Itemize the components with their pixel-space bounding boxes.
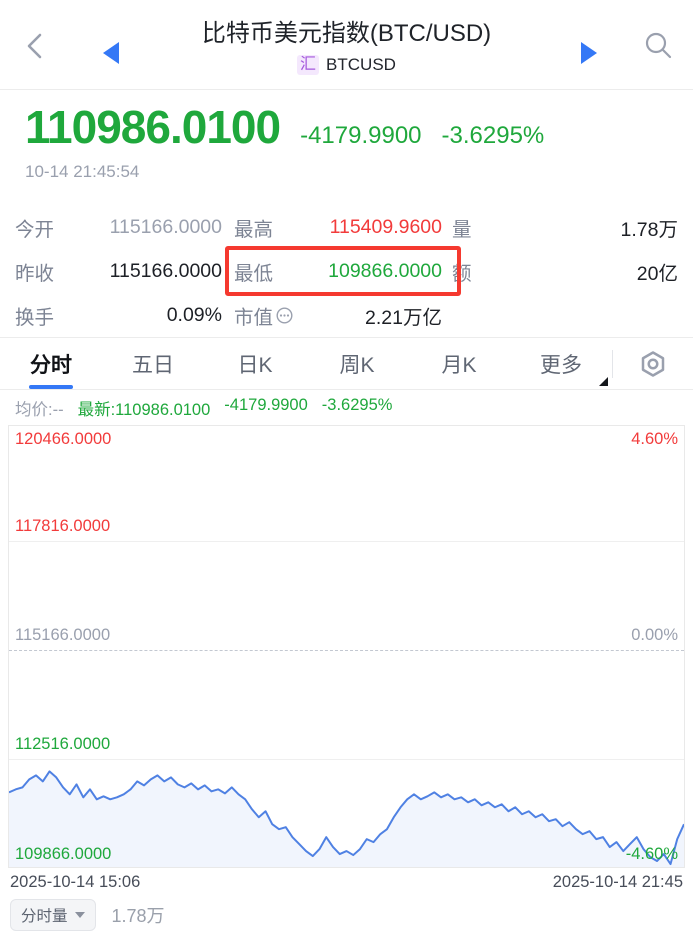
latest-pct-label: -3.6295%	[321, 395, 393, 414]
stats-row: 昨收 115166.0000 最低 109866.0000 额 20亿	[0, 249, 693, 293]
last-price: 110986.0100	[25, 101, 281, 153]
price-line-chart	[9, 770, 684, 867]
prev-symbol-button[interactable]	[103, 42, 119, 64]
stat-label: 额	[452, 262, 472, 285]
stats-row: 今开 115166.0000 最高 115409.9600 量 1.78万	[0, 205, 693, 249]
active-tab-underline	[29, 385, 73, 389]
x-axis-labels: 2025-10-14 15:06 2025-10-14 21:45	[0, 868, 693, 896]
stat-label: 今开	[15, 218, 55, 241]
tab-monthly-k[interactable]: 月K	[441, 353, 477, 377]
stat-label: 换手	[15, 306, 55, 329]
intraday-chart[interactable]: 120466.0000 4.60% 117816.0000 115166.000…	[8, 425, 685, 868]
price-change-pct: -3.6295%	[441, 122, 545, 149]
stat-value-turnover-amt: 20亿	[636, 262, 678, 285]
stat-value-low: 109866.0000	[328, 259, 442, 282]
market-badge: 汇	[297, 55, 320, 75]
stat-label: 量	[452, 218, 472, 241]
tab-more[interactable]: 更多	[510, 338, 612, 389]
price-change: -4179.9900	[300, 122, 422, 149]
chevron-left-icon	[27, 33, 42, 59]
y-axis-pct-label: 4.60%	[631, 430, 678, 448]
quote-timestamp: 10-14 21:45:54	[25, 162, 140, 181]
y-axis-label: 115166.0000	[15, 626, 111, 645]
volume-pane-header: 分时量 1.78万	[0, 896, 693, 933]
y-axis-label: 120466.0000	[15, 430, 112, 448]
stat-label: 昨收	[15, 262, 55, 285]
circle-ellipsis-icon[interactable]	[276, 306, 293, 324]
y-axis-label: 112516.0000	[15, 735, 111, 754]
header: 比特币美元指数(BTC/USD) 汇 BTCUSD	[0, 0, 693, 90]
divider	[612, 349, 613, 378]
volume-indicator-selector[interactable]: 分时量	[10, 898, 96, 931]
quote-section: 110986.0100 -4179.9900 -3.6295% 10-14 21…	[0, 90, 693, 203]
tab-5day[interactable]: 五日	[132, 353, 174, 377]
tab-daily-k[interactable]: 日K	[237, 353, 273, 377]
search-icon	[645, 32, 672, 59]
stat-label: 市值	[222, 301, 304, 330]
next-symbol-button[interactable]	[581, 42, 597, 64]
gridline	[9, 540, 684, 542]
volume-selector-label: 分时量	[21, 907, 68, 925]
gridline	[9, 759, 684, 761]
corner-triangle-icon	[599, 377, 608, 386]
back-button[interactable]	[24, 31, 48, 64]
x-axis-start-label: 2025-10-14 15:06	[10, 872, 141, 891]
latest-price-label: 最新:110986.0100	[77, 400, 211, 419]
symbol-code: BTCUSD	[326, 55, 396, 74]
stat-label: 最低	[234, 262, 274, 285]
chart-settings-button[interactable]	[613, 338, 693, 389]
chart-period-tabs: 分时 五日 日K 周K 月K 更多	[0, 337, 693, 390]
stat-label: 最高	[234, 218, 274, 241]
stats-row: 换手 0.09% 市值 2.21万亿	[0, 293, 693, 337]
search-button[interactable]	[643, 30, 673, 63]
y-axis-pct-label: 0.00%	[631, 626, 678, 645]
x-axis-end-label: 2025-10-14 21:45	[552, 872, 683, 891]
page-title: 比特币美元指数(BTC/USD)	[201, 20, 492, 47]
settings-nut-icon	[641, 350, 665, 377]
stats-section: 今开 115166.0000 最高 115409.9600 量 1.78万 昨收…	[0, 203, 693, 337]
latest-change-label: -4179.9900	[224, 395, 308, 414]
stat-value-market-cap: 2.21万亿	[365, 306, 442, 329]
y-axis-pct-label: -4.60%	[625, 845, 678, 863]
stat-value-volume: 1.78万	[620, 218, 678, 241]
tab-intraday[interactable]: 分时	[0, 338, 102, 389]
avg-latest-bar: 均价:-- 最新:110986.0100 -4179.9900 -3.6295%	[0, 390, 693, 425]
stat-value-high: 115409.9600	[329, 215, 442, 238]
baseline-dashed-gridline	[9, 650, 684, 652]
y-axis-label: 109866.0000	[15, 845, 112, 863]
tab-weekly-k[interactable]: 周K	[339, 353, 375, 377]
y-axis-label: 117816.0000	[15, 516, 111, 535]
volume-value: 1.78万	[111, 905, 165, 926]
stat-value-prev-close: 115166.0000	[109, 259, 222, 282]
stat-value-turnover-rate: 0.09%	[166, 303, 222, 326]
stat-value-open: 115166.0000	[109, 215, 222, 238]
chevron-down-icon	[74, 911, 85, 918]
avg-price-label: 均价:--	[15, 400, 64, 419]
